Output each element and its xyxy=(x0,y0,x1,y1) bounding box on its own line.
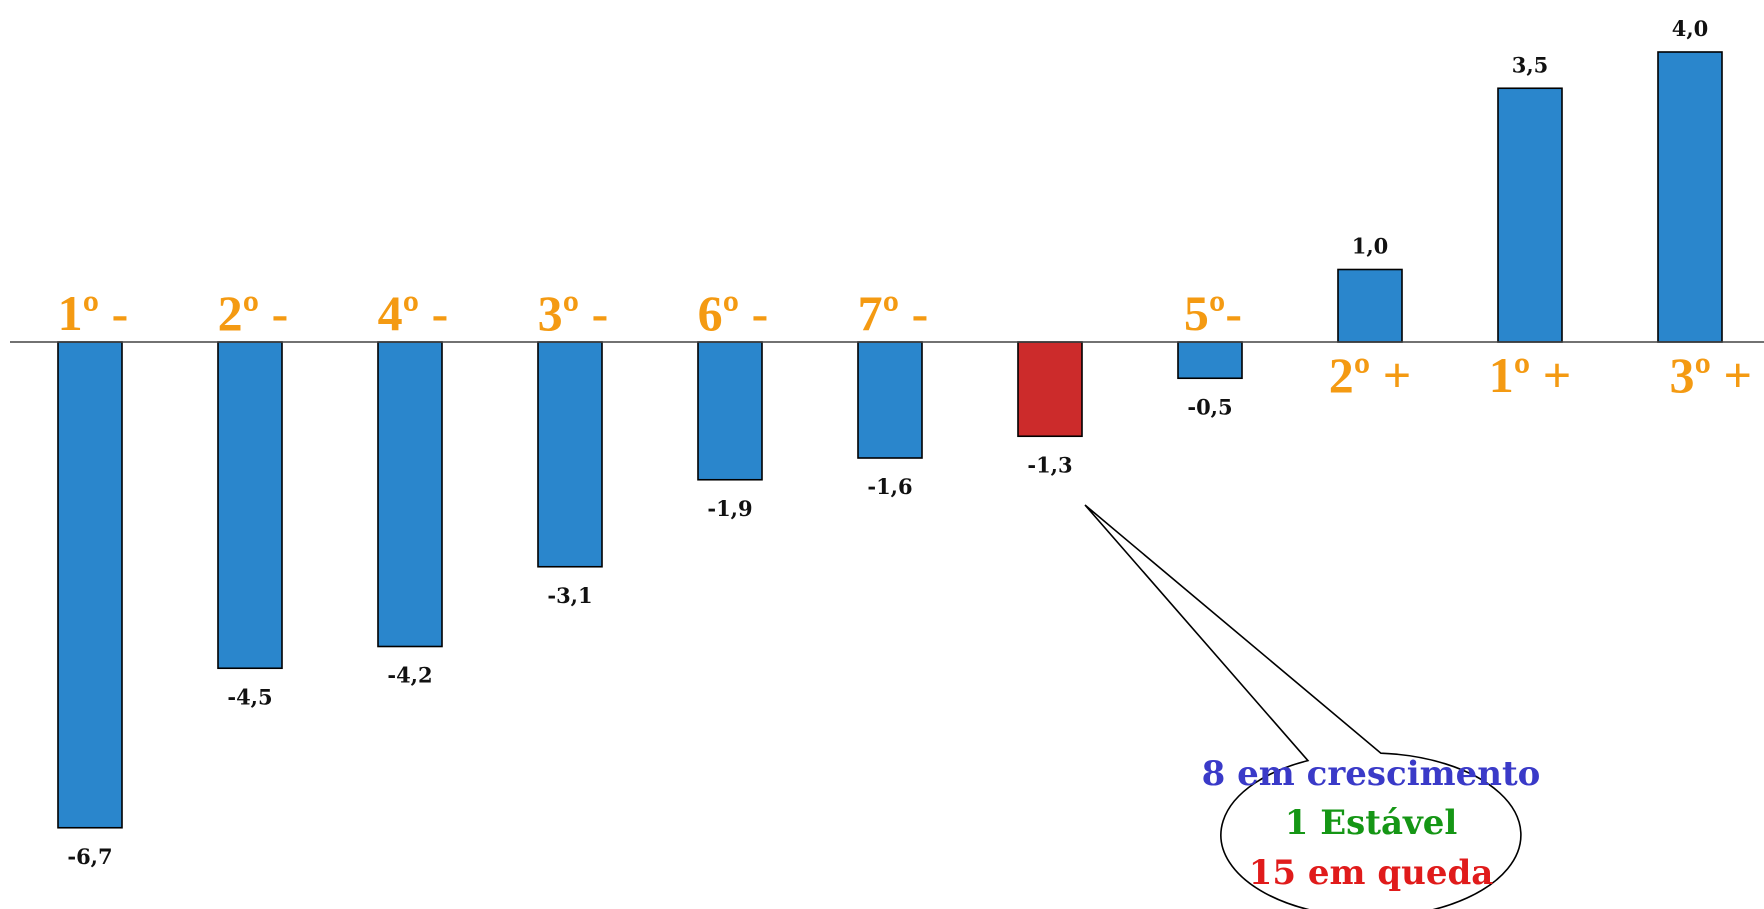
labels-layer: -6,7 1º - -4,5 2º - -4,2 4º - -3,1 3º - -1,9 6º -… xyxy=(58,16,1752,869)
value-label-4: -3,1 xyxy=(547,583,592,608)
bars-layer xyxy=(57,51,1723,829)
rank-label-6: 7º - xyxy=(858,285,929,341)
value-label-11: 4,0 xyxy=(1672,16,1709,41)
rank-label-5: 6º - xyxy=(698,285,769,341)
value-label-9: 1,0 xyxy=(1352,234,1389,259)
value-label-10: 3,5 xyxy=(1512,52,1549,77)
value-label-3: -4,2 xyxy=(387,663,432,688)
rank-label-11: 3º + xyxy=(1670,347,1753,403)
rank-label-9: 2º + xyxy=(1329,347,1412,403)
bar-5 xyxy=(697,341,763,481)
bar-8 xyxy=(1177,341,1243,380)
value-label-1: -6,7 xyxy=(67,844,112,869)
bar-7 xyxy=(1017,341,1083,438)
bar-10 xyxy=(1497,87,1563,343)
rank-label-2: 2º - xyxy=(218,285,289,341)
bar-1 xyxy=(57,341,123,829)
value-label-6: -1,6 xyxy=(867,474,912,499)
callout-shape xyxy=(1084,504,1522,909)
bar-2 xyxy=(217,341,283,670)
callout-bubble: 8 em crescimento 1 Estável 15 em queda xyxy=(1084,504,1541,909)
rank-label-3: 4º - xyxy=(378,285,449,341)
rank-label-10: 1º + xyxy=(1489,347,1572,403)
callout-growth-text: 8 em crescimento xyxy=(1202,754,1541,794)
rank-label-4: 3º - xyxy=(538,285,609,341)
callout-stable-text: 1 Estável xyxy=(1285,803,1458,843)
rank-label-8: 5º- xyxy=(1184,285,1242,341)
bar-4 xyxy=(537,341,603,568)
value-label-2: -4,5 xyxy=(227,684,272,709)
value-label-7: -1,3 xyxy=(1027,452,1072,477)
bar-6 xyxy=(857,341,923,459)
bar-11 xyxy=(1657,51,1723,343)
rank-label-1: 1º - xyxy=(58,285,129,341)
value-label-5: -1,9 xyxy=(707,496,752,521)
bar-9 xyxy=(1337,268,1403,343)
value-label-8: -0,5 xyxy=(1187,394,1232,419)
callout-decline-text: 15 em queda xyxy=(1249,853,1494,893)
bar-3 xyxy=(377,341,443,648)
